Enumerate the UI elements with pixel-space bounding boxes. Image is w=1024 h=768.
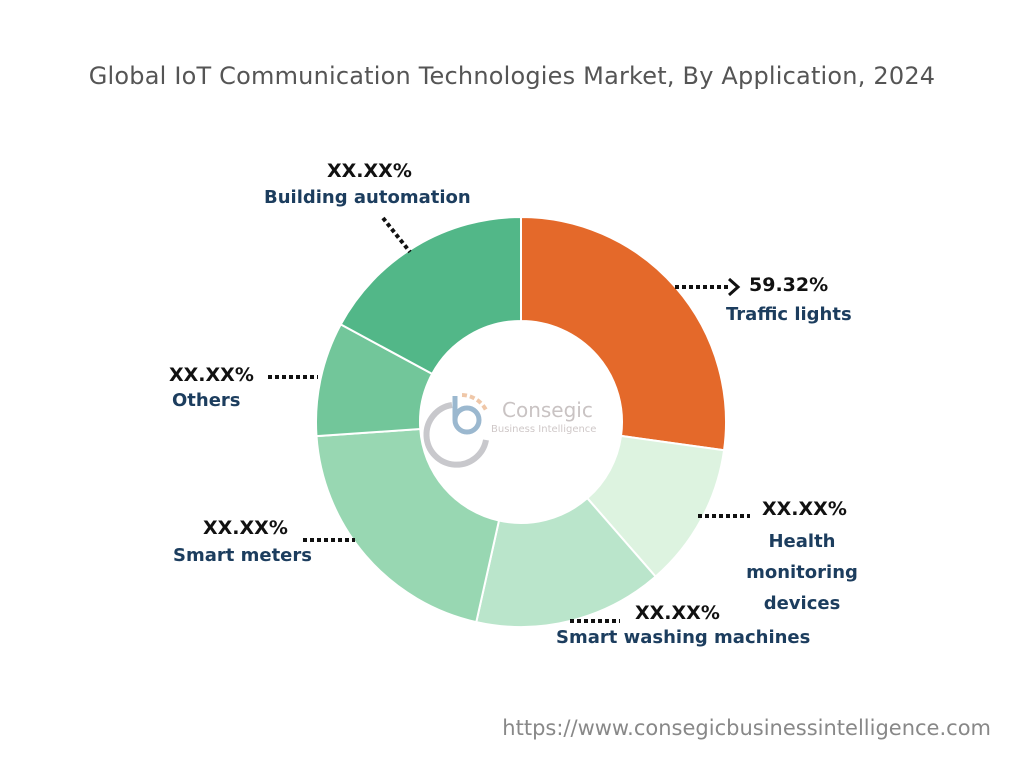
pct-smart-meters: XX.XX%	[203, 517, 288, 539]
logo: Consegic Business Intelligence	[423, 393, 596, 468]
label-health-monitoring: Health monitoring devices	[746, 531, 858, 614]
pct-others: XX.XX%	[169, 364, 254, 386]
chart-title: Global IoT Communication Technologies Ma…	[88, 62, 936, 90]
pct-traffic-lights: 59.32%	[749, 274, 829, 296]
logo-mark	[423, 402, 489, 468]
logo-name: Consegic	[502, 398, 593, 422]
leader-line-5	[381, 216, 412, 254]
label-smart-washing: Smart washing machines	[556, 627, 811, 648]
pct-health-monitoring: XX.XX%	[762, 498, 847, 520]
label-smart-meters: Smart meters	[173, 545, 312, 566]
label-others: Others	[172, 390, 241, 411]
logo-tagline: Business Intelligence	[491, 424, 596, 435]
label-traffic-lights: Traffic lights	[726, 304, 852, 325]
arrow-icon	[728, 277, 741, 297]
label-building-automation: Building automation	[264, 187, 471, 208]
pct-building-automation: XX.XX%	[327, 160, 412, 182]
pct-smart-washing: XX.XX%	[635, 602, 720, 624]
donut-hole	[420, 321, 622, 523]
source-url: https://www.consegicbusinessintelligence…	[502, 716, 991, 740]
